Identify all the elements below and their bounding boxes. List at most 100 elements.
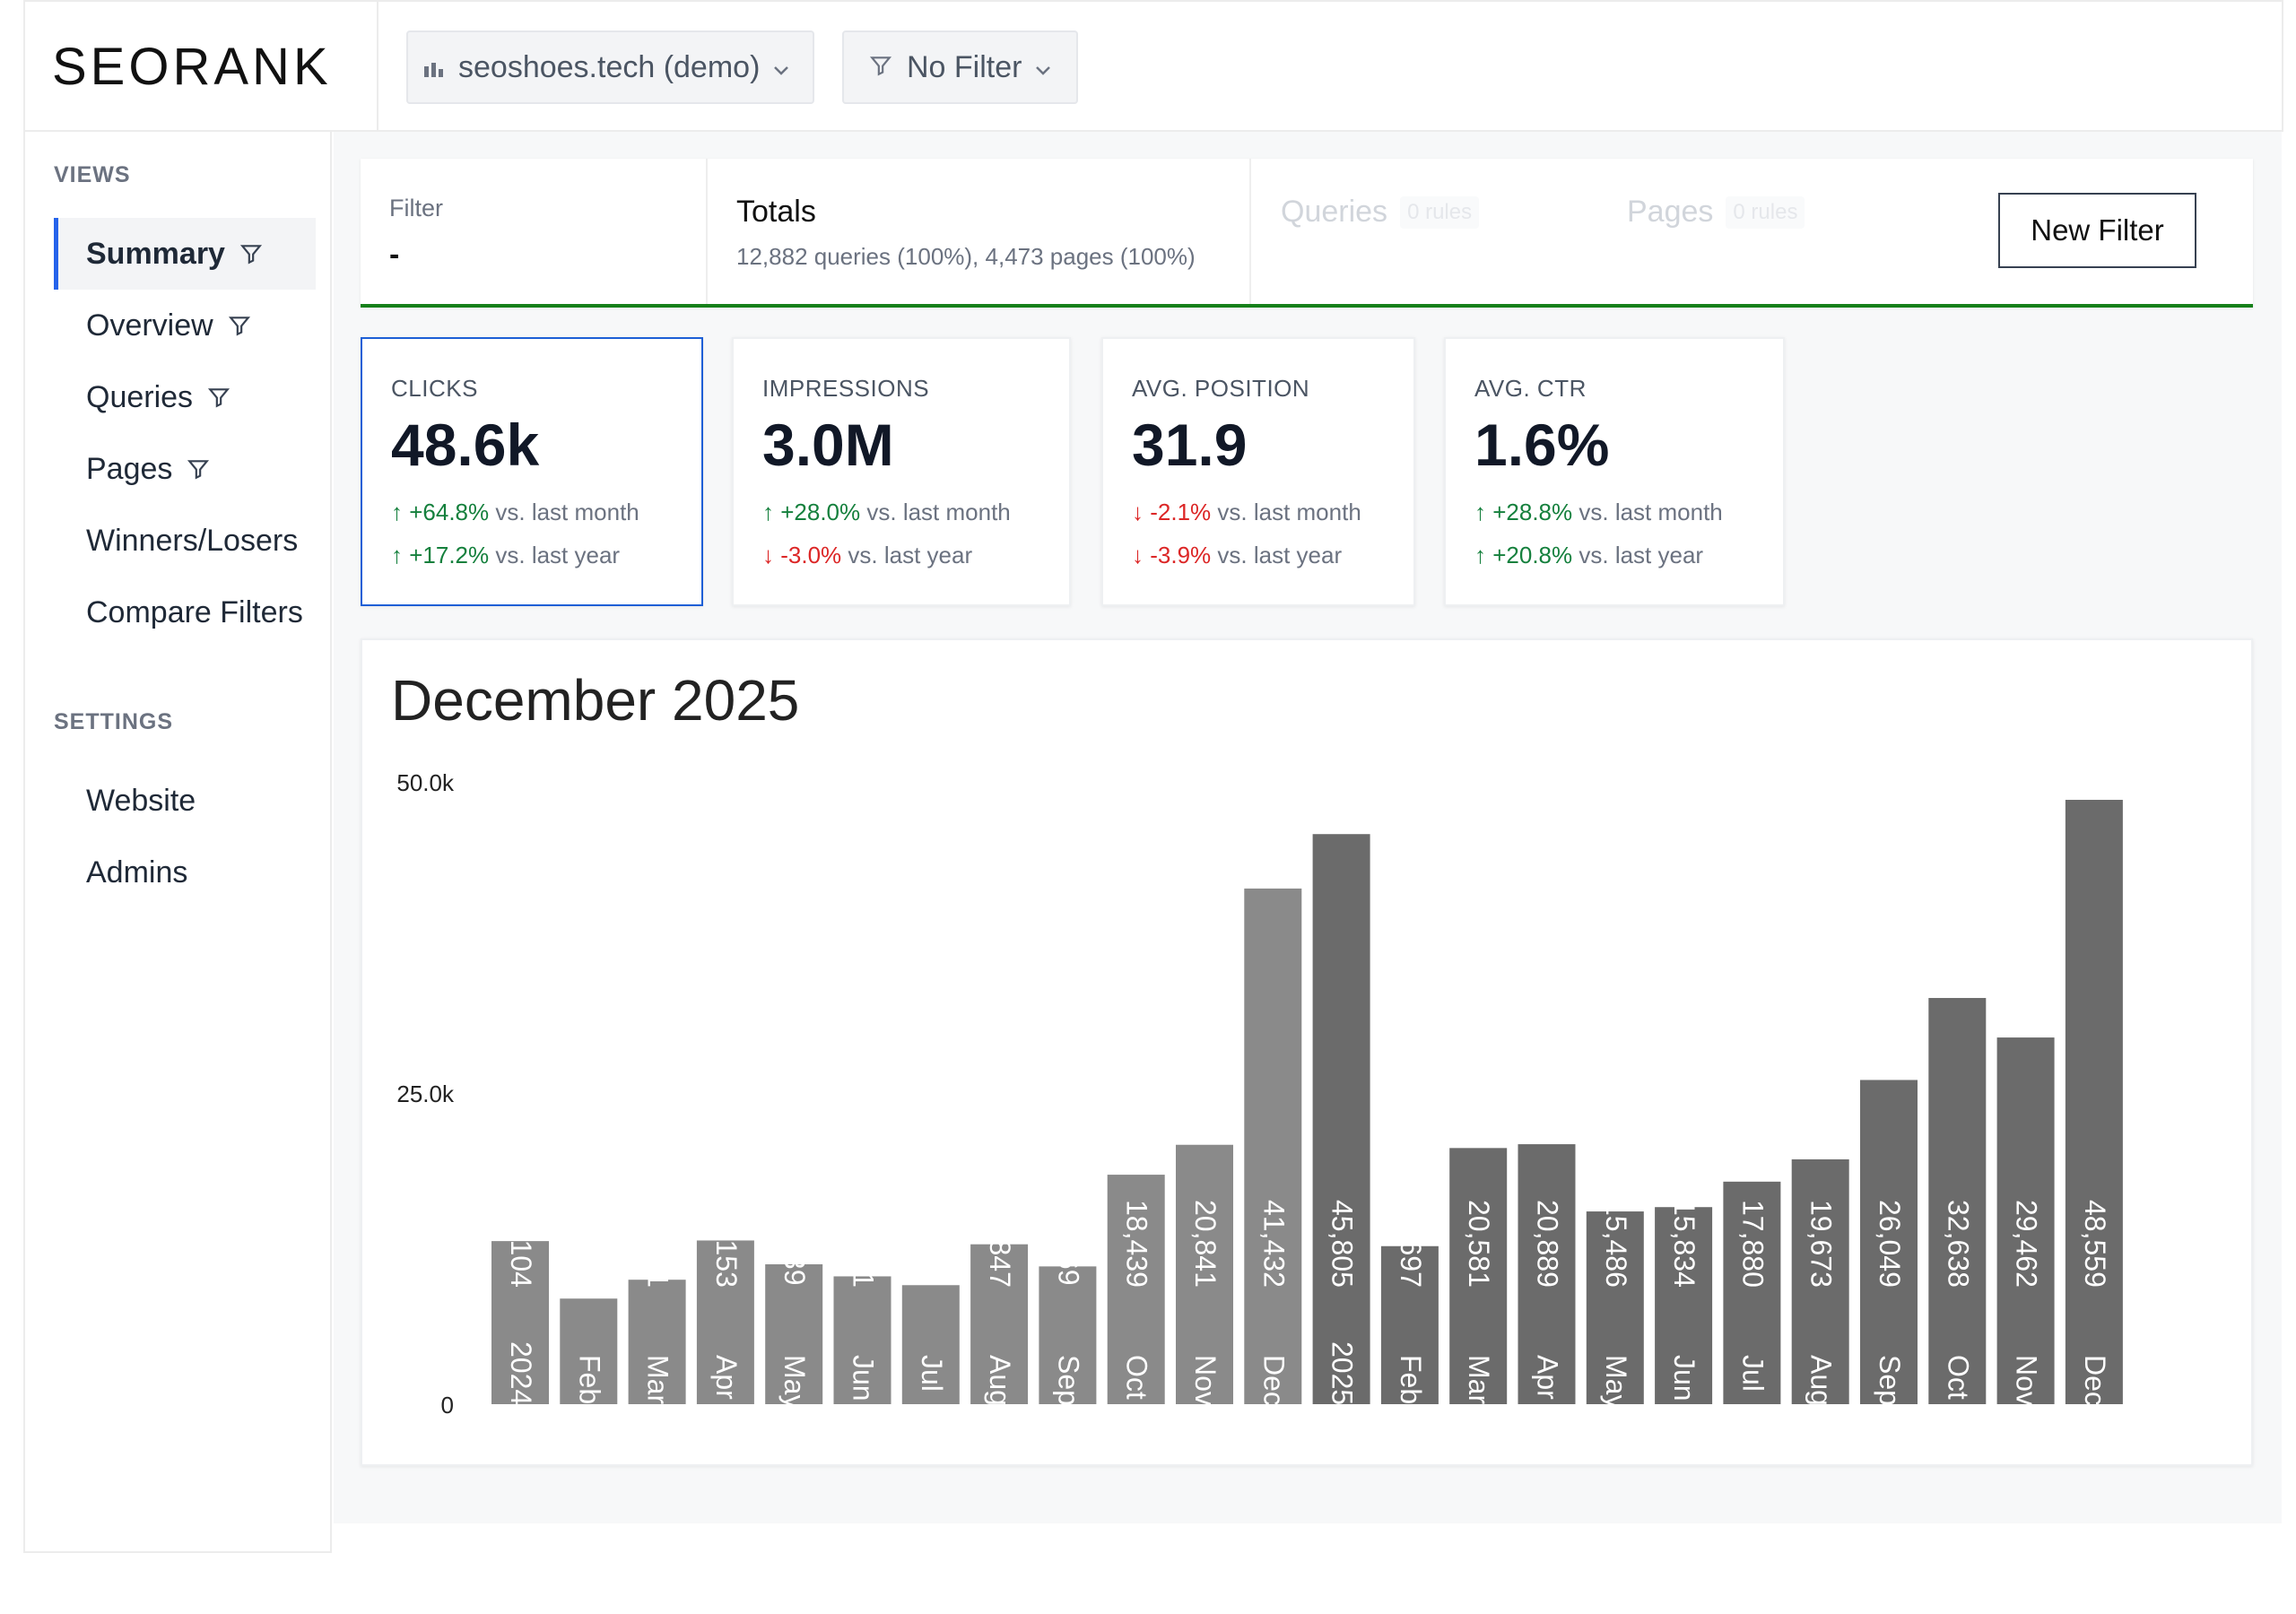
kpi-card-avg-position[interactable]: AVG. POSITION 31.9 ↓ -2.1% vs. last mont… bbox=[1101, 337, 1415, 606]
logo-text: SEORANK bbox=[52, 39, 332, 93]
kpi-card-clicks[interactable]: CLICKS 48.6k ↑ +64.8% vs. last month ↑ +… bbox=[361, 337, 703, 606]
chevron-down-icon bbox=[772, 50, 790, 85]
sidebar-item-admins[interactable]: Admins bbox=[54, 837, 316, 908]
tab-pages[interactable]: Pages 0 rules bbox=[1627, 195, 1805, 230]
chart-bar[interactable] bbox=[1518, 1144, 1576, 1404]
chart-bar[interactable] bbox=[1039, 1266, 1097, 1404]
queries-rules-badge: 0 rules bbox=[1400, 195, 1480, 229]
bar-value-label: 20,841 bbox=[1189, 1200, 1222, 1288]
chart-bar[interactable] bbox=[970, 1244, 1029, 1404]
chart-bar[interactable] bbox=[1928, 997, 1987, 1404]
chart-bar[interactable] bbox=[1449, 1148, 1508, 1404]
sidebar-item-overview[interactable]: Overview bbox=[54, 290, 316, 361]
sidebar-item-pages[interactable]: Pages bbox=[54, 433, 316, 505]
chart-bar[interactable] bbox=[491, 1241, 549, 1404]
tab-queries-label: Queries bbox=[1281, 195, 1388, 229]
sidebar-item-label: Summary bbox=[86, 236, 225, 271]
change-value: +17.2% bbox=[409, 542, 490, 568]
sidebar-item-label: Pages bbox=[86, 451, 173, 486]
chart-bar[interactable] bbox=[560, 1298, 618, 1404]
chart-bar[interactable] bbox=[1380, 1245, 1439, 1404]
chart-bar[interactable] bbox=[1586, 1211, 1644, 1404]
arrow-down-icon: ↓ bbox=[1132, 499, 1144, 525]
sidebar-item-label: Winners/Losers bbox=[86, 523, 299, 558]
kpi-value: 31.9 bbox=[1132, 412, 1248, 478]
chart-bar[interactable] bbox=[1312, 834, 1370, 1404]
sidebar-item-label: Website bbox=[86, 783, 196, 818]
new-filter-button[interactable]: New Filter bbox=[1998, 193, 2196, 268]
x-tick-label: Aug bbox=[1805, 1355, 1838, 1406]
sidebar-item-label: Compare Filters bbox=[86, 594, 303, 629]
site-selector-dropdown[interactable]: seoshoes.tech (demo) bbox=[406, 30, 814, 104]
settings-heading: SETTINGS bbox=[54, 709, 174, 734]
kpi-month-change: ↓ -2.1% vs. last month bbox=[1132, 499, 1361, 526]
change-value: -3.9% bbox=[1150, 542, 1212, 568]
kpi-card-avg-ctr[interactable]: AVG. CTR 1.6% ↑ +28.8% vs. last month ↑ … bbox=[1444, 337, 1785, 606]
chart-bar[interactable] bbox=[1860, 1080, 1918, 1404]
chart-title: December 2025 bbox=[391, 668, 800, 733]
totals-cell[interactable]: Totals 12,882 queries (100%), 4,473 page… bbox=[708, 159, 1251, 304]
bar-value-label: 41,432 bbox=[1257, 1200, 1290, 1288]
monthly-clicks-chart: 0 25.0k 50.0k 2024 13,104 Feb 8,484 Mar 10,001 Ap… bbox=[396, 769, 2123, 1419]
site-selector-label: seoshoes.tech (demo) bbox=[458, 49, 761, 84]
sidebar-item-winners-losers[interactable]: Winners/Losers bbox=[54, 505, 316, 577]
x-tick-label: Dec bbox=[1257, 1355, 1290, 1406]
chart-bar[interactable] bbox=[696, 1240, 754, 1404]
totals-summary: 12,882 queries (100%), 4,473 pages (100%… bbox=[736, 243, 1196, 270]
logo-area: SEORANK bbox=[25, 2, 378, 132]
chart-bar[interactable] bbox=[901, 1285, 960, 1404]
chart-bar[interactable] bbox=[1107, 1175, 1165, 1404]
chart-bar[interactable] bbox=[1723, 1181, 1781, 1404]
sidebar-item-label: Queries bbox=[86, 379, 194, 414]
kpi-year-change: ↑ +17.2% vs. last year bbox=[391, 542, 620, 569]
change-suffix: vs. last month bbox=[1217, 499, 1361, 525]
x-tick-label: Jul bbox=[916, 1355, 948, 1392]
chart-bar[interactable] bbox=[1996, 1037, 2055, 1404]
seorank-logo[interactable]: SEORANK bbox=[52, 39, 348, 93]
chart-bar[interactable] bbox=[1655, 1207, 1713, 1404]
filter-label: Filter bbox=[389, 195, 443, 221]
funnel-icon bbox=[869, 50, 892, 85]
chart-bar[interactable] bbox=[765, 1264, 823, 1404]
kpi-label: CLICKS bbox=[391, 375, 478, 402]
chart-bar[interactable] bbox=[628, 1280, 686, 1404]
change-value: -2.1% bbox=[1150, 499, 1212, 525]
chart-bar[interactable] bbox=[1244, 888, 1302, 1404]
bar-value-label: 17,880 bbox=[1736, 1200, 1769, 1288]
chevron-down-icon bbox=[1034, 50, 1052, 85]
kpi-card-impressions[interactable]: IMPRESSIONS 3.0M ↑ +28.0% vs. last month… bbox=[732, 337, 1071, 606]
arrow-down-icon: ↓ bbox=[1132, 542, 1144, 568]
arrow-up-icon: ↑ bbox=[1474, 542, 1486, 568]
chart-bar[interactable] bbox=[1176, 1144, 1233, 1404]
bar-value-label: 12,847 bbox=[984, 1200, 1016, 1288]
x-tick-label: Feb bbox=[573, 1355, 605, 1404]
y-tick-label: 50.0k bbox=[396, 769, 455, 796]
chart-bar[interactable] bbox=[1791, 1158, 1849, 1404]
arrow-up-icon: ↑ bbox=[391, 499, 403, 525]
x-tick-label: May bbox=[1600, 1355, 1632, 1409]
x-tick-label: 2025 bbox=[1326, 1341, 1359, 1405]
bar-value-label: 15,834 bbox=[1668, 1200, 1700, 1288]
kpi-year-change: ↓ -3.0% vs. last year bbox=[762, 542, 972, 569]
filter-selector-dropdown[interactable]: No Filter bbox=[842, 30, 1078, 104]
y-tick-label: 25.0k bbox=[396, 1080, 455, 1107]
bar-value-label: 20,889 bbox=[1532, 1200, 1564, 1288]
bar-value-label: 13,153 bbox=[710, 1200, 743, 1288]
bar-value-label: 29,462 bbox=[2011, 1200, 2043, 1288]
bar-value-label: 48,559 bbox=[2079, 1200, 2111, 1288]
sidebar-item-summary[interactable]: Summary bbox=[54, 218, 316, 290]
chart-bar[interactable] bbox=[833, 1276, 891, 1404]
x-tick-label: Mar bbox=[642, 1355, 674, 1404]
chart-bar[interactable] bbox=[2065, 800, 2123, 1404]
bar-value-label: 15,486 bbox=[1600, 1200, 1632, 1288]
tab-queries[interactable]: Queries 0 rules bbox=[1281, 195, 1480, 230]
filter-cell[interactable]: Filter - bbox=[361, 159, 708, 304]
funnel-icon bbox=[239, 245, 263, 265]
top-bar: SEORANK seoshoes.tech (demo) No Filter bbox=[23, 0, 2283, 132]
sidebar-item-compare-filters[interactable]: Compare Filters bbox=[54, 577, 316, 648]
bar-value-label: 26,049 bbox=[1874, 1200, 1906, 1288]
sidebar-item-queries[interactable]: Queries bbox=[54, 361, 316, 433]
x-tick-label: Nov bbox=[1189, 1355, 1222, 1406]
x-tick-label: Oct bbox=[1121, 1355, 1153, 1400]
sidebar-item-website[interactable]: Website bbox=[54, 765, 316, 837]
